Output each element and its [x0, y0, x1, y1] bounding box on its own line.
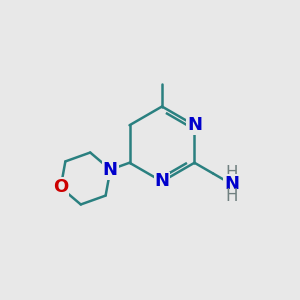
- Text: N: N: [224, 175, 239, 193]
- Text: N: N: [187, 116, 202, 134]
- Text: H: H: [226, 164, 238, 182]
- Text: N: N: [154, 172, 169, 190]
- Text: O: O: [53, 178, 68, 196]
- Text: N: N: [103, 160, 118, 178]
- Text: H: H: [226, 187, 238, 205]
